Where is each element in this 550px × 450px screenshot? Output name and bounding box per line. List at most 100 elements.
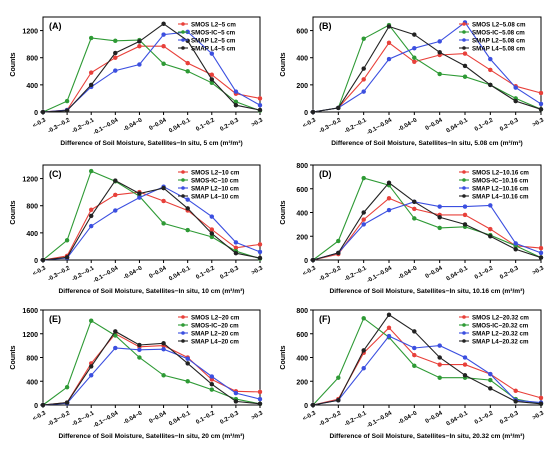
data-point: [113, 345, 118, 351]
data-point: [386, 56, 392, 62]
data-point: [437, 71, 442, 77]
data-point: [185, 361, 190, 366]
legend-label: SMOS L2−20.32 cm: [472, 314, 529, 321]
x-tick-label: 0.2~0.3: [219, 410, 240, 426]
legend-marker: [462, 178, 466, 182]
data-point: [88, 70, 94, 75]
data-point: [209, 381, 215, 387]
y-tick-label: 0: [304, 403, 308, 410]
x-tick-label: -0.2~-0.1: [344, 117, 369, 135]
x-axis-title: Difference of Soil Moisture, Satellites−…: [331, 140, 522, 147]
data-point: [437, 39, 442, 44]
data-point: [113, 192, 118, 198]
data-point: [209, 227, 215, 232]
legend-marker: [181, 178, 185, 182]
data-point: [88, 213, 94, 219]
x-tick-label: -0.1~-0.04: [92, 117, 119, 136]
data-point: [64, 108, 70, 113]
legend-marker: [462, 323, 466, 327]
data-point: [233, 250, 239, 256]
legend-label: SMAP L2−20.32 cm: [472, 330, 529, 337]
panel-label: (E): [49, 314, 61, 324]
series-line: [42, 179, 261, 261]
x-tick-label: 0~0.04: [149, 410, 169, 425]
data-point: [257, 102, 263, 108]
data-point: [513, 241, 518, 246]
x-tick-label: 0~0.04: [425, 265, 445, 280]
data-point: [257, 249, 263, 255]
data-point: [361, 36, 366, 41]
legend-label: SMAP L4−10.16 cm: [472, 193, 529, 200]
x-tick-label: 0.2~0.3: [499, 117, 520, 133]
legend-label: SMAP L2−5.08 cm: [472, 37, 526, 44]
data-point: [161, 341, 166, 346]
data-point: [361, 89, 366, 94]
data-point: [257, 96, 263, 101]
panel-label: (C): [49, 169, 62, 179]
x-tick-label: -0.1~-0.04: [366, 265, 393, 284]
y-tick-label: 600: [296, 29, 308, 36]
data-point: [161, 21, 166, 27]
data-point: [412, 55, 417, 60]
series-line: [312, 335, 542, 406]
legend-label: SMOS-IC−10.16 cm: [472, 177, 529, 184]
data-point: [462, 74, 468, 79]
data-point: [310, 109, 316, 115]
x-tick-label: -0.2~-0.1: [344, 265, 369, 283]
y-tick-label: 0: [34, 258, 38, 265]
data-point: [257, 401, 263, 407]
data-point: [488, 371, 493, 377]
data-point: [113, 208, 118, 213]
data-point: [437, 215, 442, 220]
data-point: [137, 191, 142, 196]
data-point: [361, 210, 366, 215]
x-tick-label: >0.3: [251, 117, 265, 128]
y-tick-label: 400: [296, 211, 308, 218]
data-point: [361, 316, 366, 321]
data-point: [412, 352, 417, 358]
x-tick-label: 0.04~0.1: [446, 117, 470, 134]
data-point: [513, 85, 518, 90]
y-tick-label: 0: [34, 403, 38, 410]
x-tick-label: <-0.3: [302, 410, 318, 422]
x-tick-label: 0.1~0.2: [474, 265, 495, 281]
y-tick-label: 1200: [22, 29, 38, 36]
x-tick-label: -0.3~-0.2: [318, 410, 343, 428]
data-point: [336, 375, 341, 380]
y-tick-label: 400: [296, 356, 308, 363]
x-tick-label: 0.04~0.1: [446, 265, 470, 282]
series-line: [42, 23, 261, 113]
y-tick-label: 1600: [22, 308, 38, 315]
x-tick-label: -0.1~-0.04: [366, 117, 393, 136]
x-tick-label: 0.2~0.3: [499, 265, 520, 281]
y-tick-label: 1200: [22, 177, 38, 184]
y-axis-title: Counts: [10, 52, 17, 76]
legend-label: SMAP L4−5.08 cm: [472, 45, 526, 52]
data-point: [336, 238, 341, 244]
panel-label: (F): [319, 314, 331, 324]
y-axis-title: Counts: [280, 52, 287, 76]
legend-label: SMOS-IC−10 cm: [191, 177, 239, 184]
x-tick-label: -0.04~0: [123, 410, 144, 426]
legend-marker: [462, 331, 466, 335]
data-point: [185, 227, 190, 233]
y-tick-label: 800: [296, 163, 308, 170]
legend-marker: [462, 46, 466, 50]
data-point: [488, 203, 493, 208]
y-tick-label: 200: [296, 234, 308, 241]
data-point: [137, 342, 142, 348]
data-point: [209, 72, 215, 77]
series-line: [312, 182, 542, 261]
data-point: [88, 373, 94, 378]
legend-marker: [462, 38, 466, 42]
x-tick-label: -0.04~0: [398, 410, 419, 426]
x-axis-title: Difference of Soil Moisture, Satellites−…: [329, 433, 524, 440]
data-point: [412, 199, 417, 205]
legend-label: SMOS-IC−5 cm: [191, 29, 236, 36]
data-point: [233, 102, 239, 108]
data-point: [310, 257, 316, 263]
y-tick-label: 0: [34, 110, 38, 117]
data-point: [361, 348, 366, 353]
